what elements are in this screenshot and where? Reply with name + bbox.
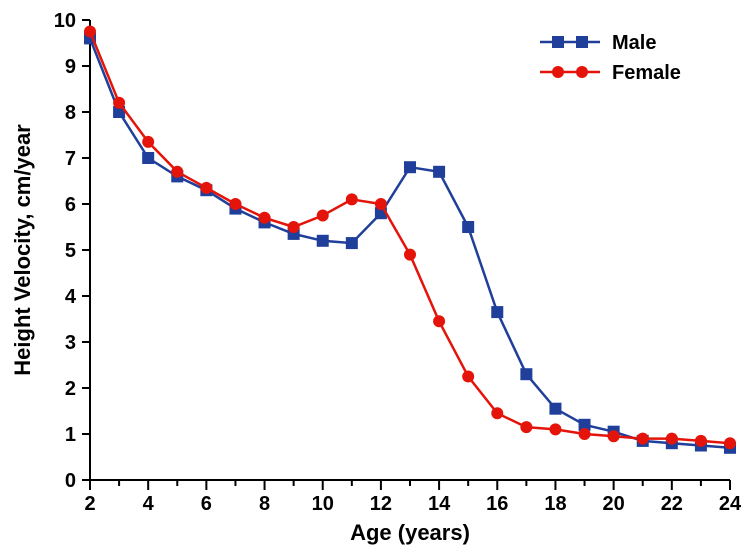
x-tick-label: 16 xyxy=(486,493,508,515)
marker-square xyxy=(142,152,154,164)
x-tick-label: 4 xyxy=(143,493,155,515)
x-tick-label: 18 xyxy=(544,493,566,515)
marker-square xyxy=(520,368,532,380)
marker-circle xyxy=(404,249,416,261)
legend-label: Male xyxy=(612,32,656,54)
y-tick-label: 9 xyxy=(65,56,76,78)
marker-circle xyxy=(491,407,503,419)
marker-circle xyxy=(142,136,154,148)
marker-square xyxy=(462,221,474,233)
marker-square xyxy=(576,36,588,48)
x-axis-title: Age (years) xyxy=(350,520,470,545)
y-tick-label: 1 xyxy=(65,424,76,446)
x-tick-label: 22 xyxy=(661,493,683,515)
x-tick-label: 2 xyxy=(84,493,95,515)
marker-circle xyxy=(200,182,212,194)
height-velocity-chart: 01234567891024681012141618202224Age (yea… xyxy=(0,0,749,557)
y-tick-label: 0 xyxy=(65,470,76,492)
x-tick-label: 20 xyxy=(603,493,625,515)
x-tick-label: 12 xyxy=(370,493,392,515)
marker-circle xyxy=(695,435,707,447)
marker-circle xyxy=(520,421,532,433)
marker-square xyxy=(404,161,416,173)
marker-circle xyxy=(229,198,241,210)
marker-square xyxy=(346,237,358,249)
x-tick-label: 8 xyxy=(259,493,270,515)
x-tick-label: 14 xyxy=(428,493,451,515)
marker-square xyxy=(552,36,564,48)
marker-circle xyxy=(637,433,649,445)
x-tick-label: 24 xyxy=(719,493,742,515)
marker-circle xyxy=(462,371,474,383)
y-tick-label: 10 xyxy=(54,10,76,32)
marker-circle xyxy=(666,433,678,445)
marker-circle xyxy=(375,198,387,210)
marker-circle xyxy=(288,221,300,233)
y-tick-label: 2 xyxy=(65,378,76,400)
x-tick-label: 10 xyxy=(312,493,334,515)
marker-square xyxy=(317,235,329,247)
marker-circle xyxy=(549,423,561,435)
marker-circle xyxy=(317,210,329,222)
marker-square xyxy=(549,403,561,415)
y-tick-label: 8 xyxy=(65,102,76,124)
marker-circle xyxy=(608,430,620,442)
marker-circle xyxy=(576,66,588,78)
marker-circle xyxy=(579,428,591,440)
chart-canvas: 01234567891024681012141618202224Age (yea… xyxy=(0,0,749,557)
marker-circle xyxy=(346,193,358,205)
y-tick-label: 7 xyxy=(65,148,76,170)
x-tick-label: 6 xyxy=(201,493,212,515)
marker-square xyxy=(491,306,503,318)
marker-circle xyxy=(724,437,736,449)
marker-circle xyxy=(433,315,445,327)
legend-label: Female xyxy=(612,62,681,84)
marker-circle xyxy=(552,66,564,78)
y-tick-label: 3 xyxy=(65,332,76,354)
y-tick-label: 6 xyxy=(65,194,76,216)
marker-circle xyxy=(171,166,183,178)
marker-circle xyxy=(259,212,271,224)
y-axis-title: Height Velocity, cm/year xyxy=(10,124,35,376)
marker-square xyxy=(433,166,445,178)
y-tick-label: 5 xyxy=(65,240,76,262)
marker-circle xyxy=(113,97,125,109)
marker-circle xyxy=(84,26,96,38)
y-tick-label: 4 xyxy=(65,286,77,308)
